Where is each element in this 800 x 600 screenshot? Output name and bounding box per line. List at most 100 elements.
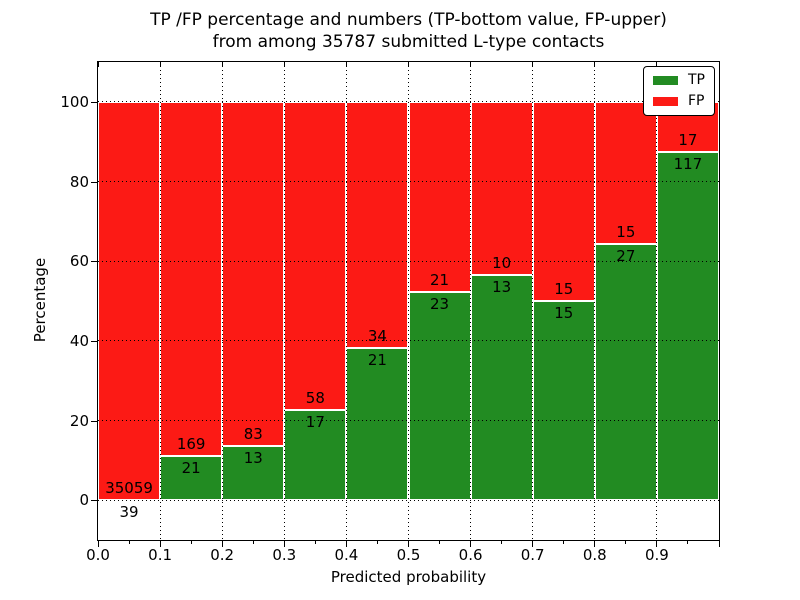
bar-fp-segment xyxy=(98,101,161,500)
fp-swatch-icon xyxy=(653,97,678,106)
y-major-tick xyxy=(91,261,97,263)
x-tick-label: 0.8 xyxy=(582,546,607,564)
bar-tp-segment xyxy=(346,348,409,501)
fp-count-label: 15 xyxy=(554,280,574,298)
x-minor-tick xyxy=(625,541,627,544)
bar-fp-segment xyxy=(532,101,595,301)
x-minor-tick xyxy=(687,541,689,544)
y-tick-label: 20 xyxy=(69,411,89,430)
y-tick-label: 40 xyxy=(69,331,89,350)
x-minor-tick xyxy=(128,541,130,544)
fp-count-label: 15 xyxy=(616,223,636,242)
legend-item: FP xyxy=(653,94,705,109)
tp-count-label: 13 xyxy=(492,278,512,297)
y-tick-label: 100 xyxy=(60,92,89,111)
bar-fp-segment xyxy=(160,101,223,457)
bar-fp-segment xyxy=(408,101,471,292)
x-tick-label: 0.3 xyxy=(272,546,297,564)
plot-area: TP FP 35059 39 169 21 83 13 58 17 34 21 21 23 10 13 15 1… xyxy=(97,61,720,541)
bar-fp-segment xyxy=(346,101,409,349)
x-major-tick xyxy=(594,541,596,547)
x-major-tick xyxy=(470,541,472,547)
x-minor-tick xyxy=(314,541,316,544)
x-tick-label: 0.9 xyxy=(644,546,669,564)
x-gridline xyxy=(221,62,223,540)
tp-count-label: 39 xyxy=(119,502,139,521)
x-minor-tick xyxy=(439,541,441,544)
x-gridline xyxy=(532,62,534,540)
y-major-tick xyxy=(91,181,97,183)
fp-count-label: 21 xyxy=(430,270,450,289)
x-tick-label: 0.0 xyxy=(86,546,110,564)
bar-tp-segment xyxy=(532,301,595,501)
x-minor-tick xyxy=(563,541,565,544)
bar-fp-segment xyxy=(222,101,285,447)
x-major-tick xyxy=(221,541,223,547)
x-top-tick xyxy=(97,62,99,67)
bar-tp-segment xyxy=(284,409,347,501)
x-major-tick xyxy=(718,541,720,547)
y-major-tick xyxy=(91,101,97,103)
tp-swatch-icon xyxy=(653,76,678,85)
y-tick-label: 80 xyxy=(69,172,89,191)
bar-tp-segment xyxy=(408,291,471,501)
x-minor-tick xyxy=(376,541,378,544)
tp-count-label: 27 xyxy=(616,247,636,266)
y-axis-label: Percentage xyxy=(31,257,49,343)
x-major-tick xyxy=(656,541,658,547)
chart-title-line2: from among 35787 submitted L-type contac… xyxy=(212,32,605,52)
x-major-tick xyxy=(532,541,534,547)
x-tick-label: 0.5 xyxy=(396,546,421,564)
y-major-tick xyxy=(91,340,97,342)
chart-title-line1: TP /FP percentage and numbers (TP-bottom… xyxy=(150,10,667,30)
x-tick-label: 0.2 xyxy=(210,546,235,564)
y-major-tick xyxy=(91,420,97,422)
bar-tp-segment xyxy=(160,456,223,501)
x-tick-label: 0.7 xyxy=(520,546,545,564)
x-axis-label: Predicted probability xyxy=(330,568,487,586)
x-minor-tick xyxy=(501,541,503,544)
chart-title: TP /FP percentage and numbers (TP-bottom… xyxy=(97,9,720,53)
x-gridline xyxy=(159,62,161,540)
bar-fp-segment xyxy=(284,101,347,410)
legend-item-label: FP xyxy=(688,93,705,109)
x-major-tick xyxy=(159,541,161,547)
y-tick-label: 60 xyxy=(69,252,89,271)
legend-item: TP xyxy=(653,73,705,88)
bar-tp-segment xyxy=(470,275,533,501)
x-gridline xyxy=(283,62,285,540)
x-gridline xyxy=(345,62,347,540)
tp-count-label: 13 xyxy=(243,449,263,468)
x-gridline xyxy=(656,62,658,540)
y-major-tick xyxy=(91,500,97,502)
fp-count-label: 83 xyxy=(243,425,263,444)
bar-tp-segment xyxy=(656,152,719,501)
fp-count-label: 17 xyxy=(678,131,698,150)
bar-fp-segment xyxy=(470,101,533,276)
bar-tp-segment xyxy=(594,244,657,501)
bar-fp-segment xyxy=(594,101,657,245)
tp-count-label: 17 xyxy=(305,412,325,431)
tp-count-label: 21 xyxy=(181,459,201,478)
tp-count-label: 21 xyxy=(367,351,387,370)
x-gridline xyxy=(594,62,596,540)
tp-count-label: 117 xyxy=(673,155,703,174)
y-tick-label: 0 xyxy=(79,491,89,510)
x-tick-label: 0.6 xyxy=(458,546,483,564)
fp-count-label: 34 xyxy=(367,327,387,346)
tp-count-label: 23 xyxy=(430,294,450,313)
legend: TP FP xyxy=(643,66,715,116)
x-major-tick xyxy=(283,541,285,547)
x-minor-tick xyxy=(252,541,254,544)
x-top-tick xyxy=(718,62,720,67)
x-major-tick xyxy=(345,541,347,547)
legend-item-label: TP xyxy=(688,72,705,88)
x-gridline xyxy=(408,62,409,540)
tp-count-label: 15 xyxy=(554,304,574,322)
x-tick-label: 0.1 xyxy=(148,546,173,564)
x-gridline xyxy=(470,62,472,540)
fp-count-label: 58 xyxy=(305,388,325,407)
x-tick-label: 0.4 xyxy=(334,546,359,564)
x-major-tick xyxy=(408,541,409,547)
